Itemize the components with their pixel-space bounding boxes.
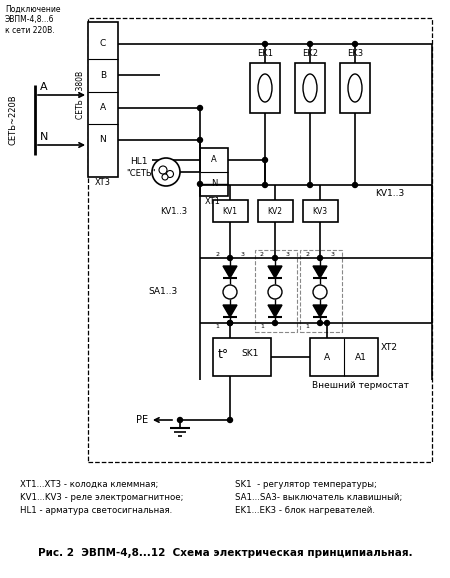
Ellipse shape (258, 74, 272, 102)
Bar (200, 148, 228, 196)
Bar (303, 200, 338, 222)
Text: KV1: KV1 (222, 206, 238, 216)
Bar (250, 63, 280, 113)
Ellipse shape (348, 74, 362, 102)
Text: Рис. 2  ЭВПМ-4,8...12  Схема электрическая принципиальная.: Рис. 2 ЭВПМ-4,8...12 Схема электрическая… (38, 548, 412, 558)
Polygon shape (223, 266, 237, 278)
Text: A: A (324, 353, 330, 361)
Circle shape (166, 171, 174, 177)
Text: СЕТЬ ~380В: СЕТЬ ~380В (76, 71, 85, 119)
Circle shape (318, 320, 323, 325)
Circle shape (262, 157, 267, 162)
Bar (88, 18, 432, 462)
Text: 1: 1 (215, 324, 219, 328)
Circle shape (152, 158, 180, 186)
Circle shape (198, 138, 203, 143)
Text: C: C (100, 39, 106, 49)
Text: СЕТЬ~220В: СЕТЬ~220В (8, 95, 17, 145)
Circle shape (177, 417, 183, 423)
Text: 1: 1 (260, 324, 264, 328)
Polygon shape (313, 266, 327, 278)
Circle shape (162, 174, 168, 180)
Text: XT1: XT1 (205, 197, 221, 206)
Text: t°: t° (218, 347, 229, 361)
Circle shape (228, 255, 233, 261)
Circle shape (159, 166, 167, 174)
Text: B: B (100, 71, 106, 80)
Bar (213, 200, 248, 222)
Circle shape (318, 255, 323, 261)
Polygon shape (268, 266, 282, 278)
Polygon shape (313, 305, 327, 317)
Text: KV2: KV2 (267, 206, 283, 216)
Text: 3: 3 (331, 251, 335, 257)
Circle shape (273, 320, 278, 325)
Bar (258, 200, 293, 222)
Text: "СЕТЬ": "СЕТЬ" (126, 169, 156, 179)
Bar (310, 338, 378, 376)
Text: EK1...EK3 - блок нагревателей.: EK1...EK3 - блок нагревателей. (235, 506, 375, 515)
Text: N: N (99, 135, 106, 144)
Text: XT3: XT3 (95, 178, 111, 187)
Text: KV1..3: KV1..3 (160, 206, 187, 216)
Text: N: N (211, 180, 217, 188)
Text: 3: 3 (286, 251, 290, 257)
Text: EK1: EK1 (257, 49, 273, 58)
Circle shape (198, 106, 203, 110)
Circle shape (228, 320, 233, 325)
Circle shape (352, 183, 357, 187)
Circle shape (228, 320, 233, 325)
Text: HL1: HL1 (130, 157, 148, 166)
Text: EK3: EK3 (347, 49, 363, 58)
Circle shape (228, 417, 233, 423)
Text: SA1..3: SA1..3 (148, 287, 177, 295)
Text: ХТ1...ХТ3 - колодка клеммная;: ХТ1...ХТ3 - колодка клеммная; (20, 480, 158, 489)
Text: XT2: XT2 (381, 343, 398, 353)
Ellipse shape (303, 74, 317, 102)
Text: SK1: SK1 (241, 350, 258, 358)
Text: EK2: EK2 (302, 49, 318, 58)
Polygon shape (268, 305, 282, 317)
Circle shape (198, 181, 203, 187)
Circle shape (268, 285, 282, 299)
Text: KV1...KV3 - реле электромагнитное;: KV1...KV3 - реле электромагнитное; (20, 493, 184, 502)
Text: KV3: KV3 (312, 206, 328, 216)
Text: SK1  - регулятор температуры;: SK1 - регулятор температуры; (235, 480, 377, 489)
Text: HL1 - арматура светосигнальная.: HL1 - арматура светосигнальная. (20, 506, 172, 515)
Text: 2: 2 (305, 251, 309, 257)
Text: Внешний термостат: Внешний термостат (312, 381, 409, 391)
Text: A1: A1 (355, 353, 367, 361)
Circle shape (324, 320, 329, 325)
Circle shape (313, 285, 327, 299)
Polygon shape (223, 305, 237, 317)
Circle shape (262, 42, 267, 46)
Text: N: N (40, 132, 49, 142)
Text: A: A (100, 103, 106, 113)
Text: PE: PE (136, 415, 148, 425)
Bar (255, 250, 297, 332)
Bar (300, 250, 342, 332)
Circle shape (223, 285, 237, 299)
Text: 3: 3 (241, 251, 245, 257)
Bar (340, 63, 370, 113)
Text: KV1..3: KV1..3 (375, 188, 404, 198)
Text: 1: 1 (305, 324, 309, 328)
Text: 2: 2 (260, 251, 264, 257)
Text: Подключение
ЭВПМ-4,8...6
к сети 220В.: Подключение ЭВПМ-4,8...6 к сети 220В. (5, 5, 60, 35)
Text: SA1...SA3- выключатель клавишный;: SA1...SA3- выключатель клавишный; (235, 493, 402, 502)
Circle shape (262, 183, 267, 187)
Bar (213, 338, 271, 376)
Bar (295, 63, 325, 113)
Circle shape (352, 42, 357, 46)
Circle shape (307, 42, 312, 46)
Text: 2: 2 (215, 251, 219, 257)
Text: А: А (40, 82, 48, 92)
Circle shape (307, 183, 312, 187)
Bar (88, 22, 118, 177)
Circle shape (273, 255, 278, 261)
Text: A: A (211, 155, 217, 165)
